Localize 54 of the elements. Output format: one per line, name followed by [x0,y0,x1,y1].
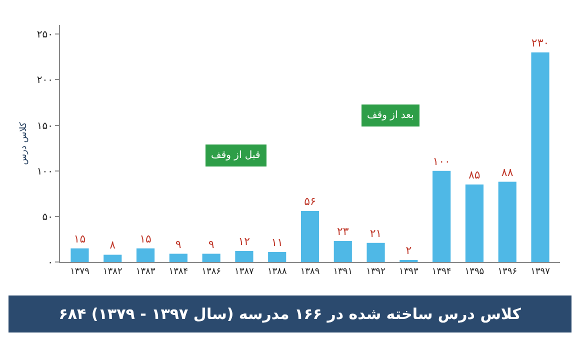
data-label: ۲۱ [370,226,382,240]
annotation: قبل از وقف [211,150,261,161]
y-tick-label: ۲۰۰ [36,75,53,86]
data-label: ۱۵ [74,232,86,246]
x-tick-label: ۱۳۸۴ [168,266,188,277]
bar [300,210,320,262]
text: ۶۸۴ کلاس درس ساخته شده در ۱۶۶ مدرسه (سال ۱۳۹۷ - ۱۳۷۹) [58,305,522,323]
y-tick-label: ۵۰ [42,212,53,223]
y-tick-label: ۰ [48,258,53,268]
y-tick-label: ۱۰۰ [36,166,53,178]
x-tick-label: ۱۳۹۶ [498,266,518,277]
annotation: بعد از وقف [367,110,414,121]
bar [136,248,155,262]
x-tick-label: ۱۳۸۷ [234,266,254,277]
y-tick-label: ۲۵۰ [36,30,53,41]
x-tick-label: ۱۳۹۳ [399,266,419,277]
bar [235,251,254,262]
x-tick-label: ۱۳۷۹ [70,266,90,277]
x-tick-label: ۱۳۹۲ [366,266,386,277]
data-label: ۵۶ [304,194,316,208]
data-label: ۱۲ [238,235,250,248]
data-label: ۲ [406,244,412,257]
x-tick-label: ۱۳۸۹ [300,266,320,277]
y-axis-title: کلاس درس [19,121,30,165]
y-tick-label: ۱۵۰ [36,120,53,132]
x-tick-label: ۱۳۹۵ [464,266,484,277]
data-label: ۹ [175,238,182,251]
x-tick-label: ۱۳۸۶ [202,266,222,277]
bar [268,252,286,262]
data-label: ۲۳۰ [531,36,550,50]
bar [104,254,122,262]
bar [366,242,385,262]
x-tick-label: ۱۳۸۸ [267,266,287,277]
bar [334,241,352,262]
x-tick-label: ۱۳۹۱ [333,266,353,277]
data-label: ۱۱ [271,236,284,249]
bar [432,170,451,262]
bar [169,254,188,262]
bar [70,248,89,262]
x-tick-label: ۱۳۹۷ [530,266,550,277]
bar [202,254,220,262]
data-label: ۱۰۰ [432,154,450,168]
x-tick-label: ۱۳۸۲ [102,266,122,277]
data-label: ۸۸ [501,166,514,179]
x-tick-label: ۱۳۸۳ [136,266,156,277]
data-label: ۹ [208,238,214,251]
bar [465,184,484,262]
data-label: ۲۳ [336,225,349,238]
data-label: ۸۵ [468,168,480,182]
bar [531,52,550,262]
x-tick-label: ۱۳۹۴ [432,266,452,277]
data-label: ۱۵ [140,232,152,246]
bar [498,182,516,262]
data-label: ۸ [110,238,116,252]
